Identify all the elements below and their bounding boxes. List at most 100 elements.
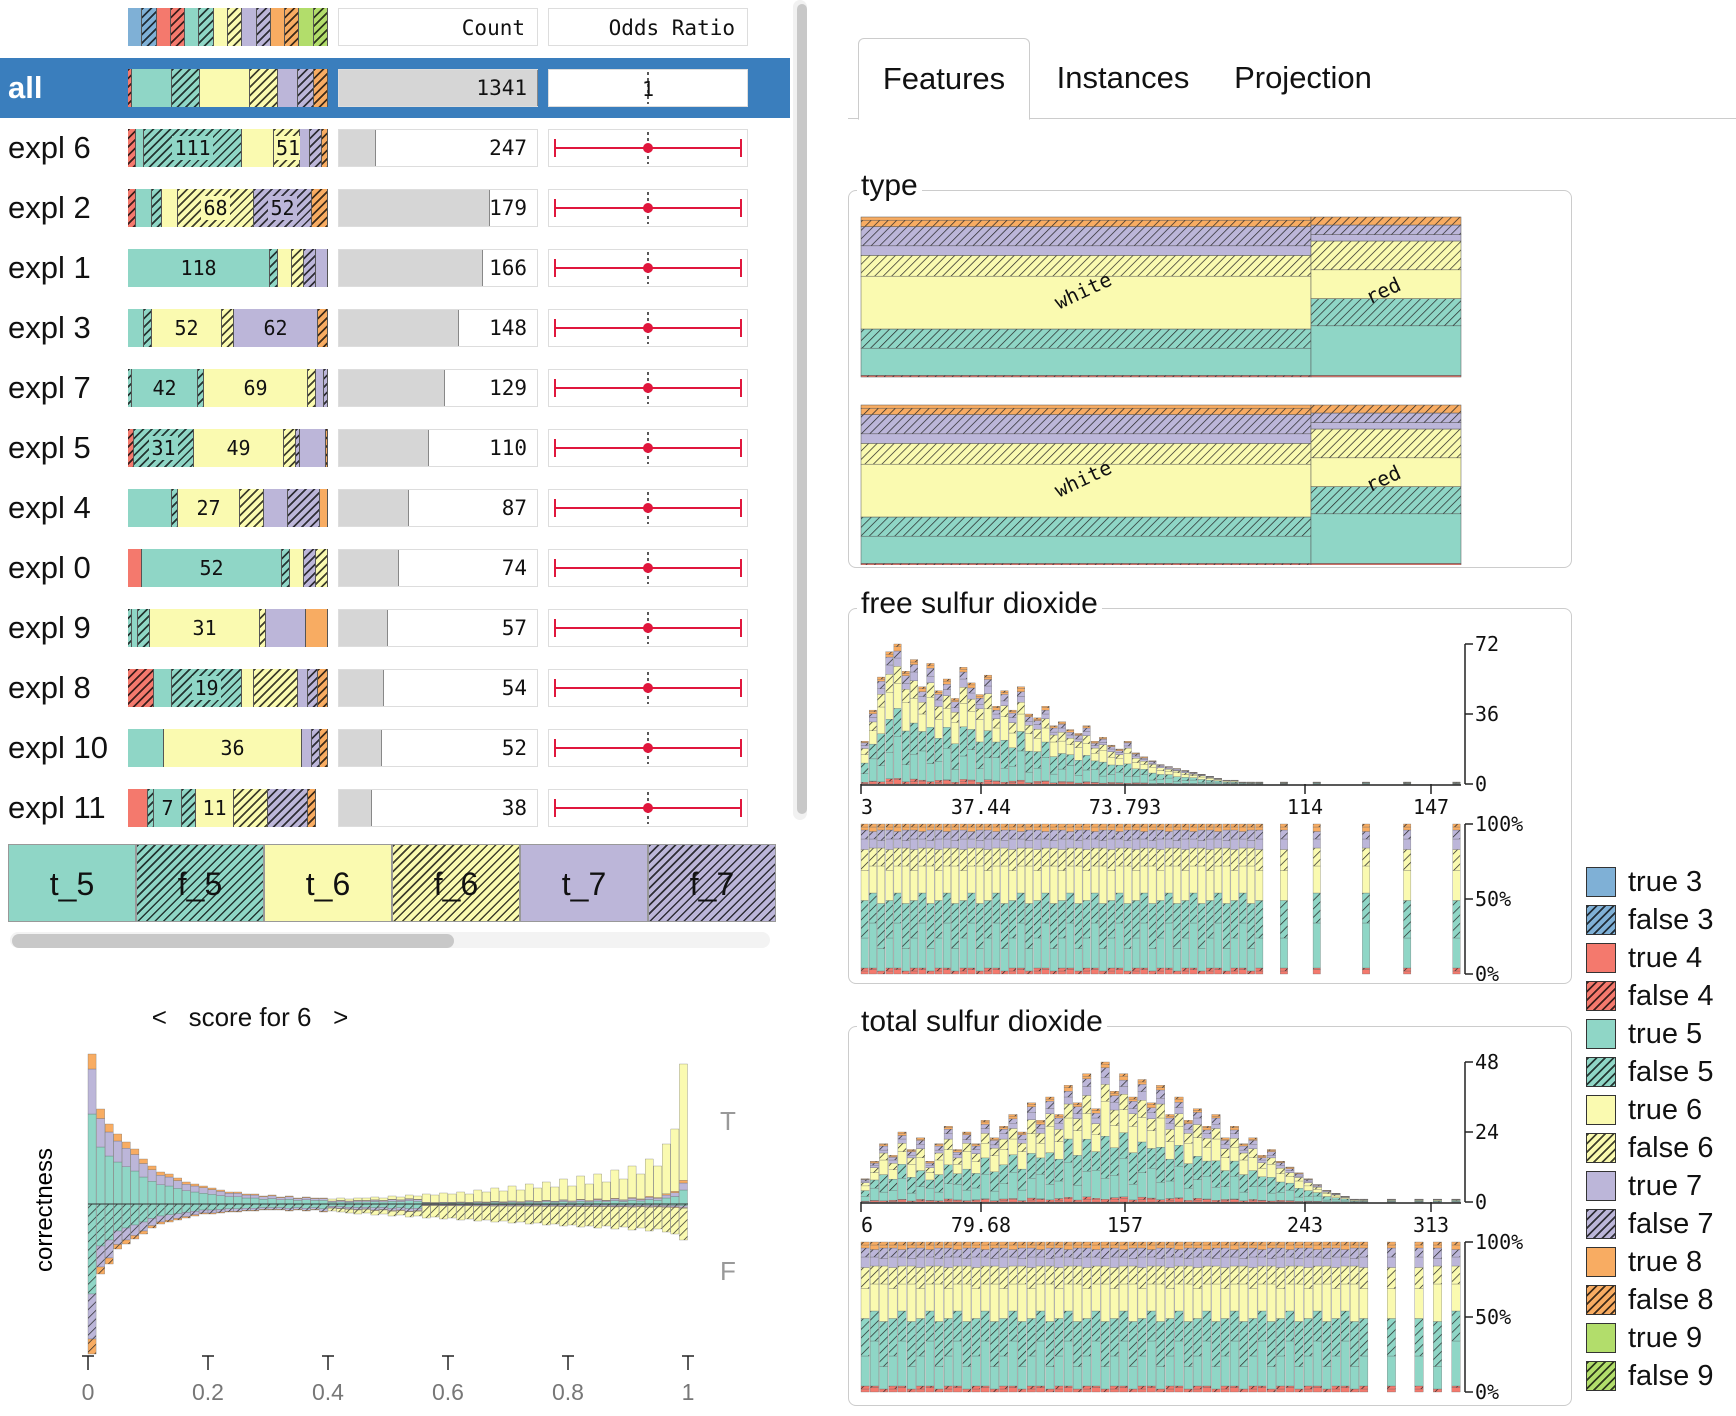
histogram-bar bbox=[1331, 1194, 1341, 1197]
class-composition-bar[interactable]: 42 69 bbox=[128, 369, 328, 407]
legend-item[interactable]: false 6 bbox=[1586, 1130, 1736, 1166]
table-row[interactable]: expl 4 27 87 bbox=[0, 481, 790, 541]
table-row[interactable]: expl 7 42 69 129 bbox=[0, 361, 790, 421]
table-row[interactable]: expl 9 31 57 bbox=[0, 601, 790, 661]
score-false-bar bbox=[96, 1266, 105, 1275]
class-composition-bar[interactable]: 52 bbox=[128, 549, 328, 587]
next-class-button[interactable]: > bbox=[333, 1002, 349, 1032]
table-row[interactable]: expl 10 36 52 bbox=[0, 721, 790, 781]
score-chart: < score for 6 > correctness T F 0 0.2 0.4 0.6 0… bbox=[0, 990, 790, 1416]
class-composition-bar[interactable]: 7 11 bbox=[128, 789, 328, 827]
percentage-bar bbox=[1110, 1385, 1119, 1390]
histogram-bar bbox=[1202, 1147, 1212, 1162]
histogram-bar bbox=[1156, 767, 1165, 771]
class-tile-f_6[interactable]: f_6 bbox=[392, 844, 520, 922]
count-header[interactable]: Count bbox=[338, 8, 538, 46]
percentage-bar bbox=[1248, 1288, 1258, 1319]
legend-item[interactable]: true 9 bbox=[1586, 1320, 1736, 1356]
percentage-bar bbox=[1220, 1288, 1230, 1319]
percentage-bar bbox=[1414, 1256, 1424, 1268]
class-composition-bar[interactable]: 31 bbox=[128, 609, 328, 647]
percentage-bar bbox=[943, 1318, 953, 1357]
table-row[interactable]: expl 3 52 62 148 bbox=[0, 301, 790, 361]
percentage-bar bbox=[1340, 1256, 1350, 1267]
legend-item[interactable]: false 3 bbox=[1586, 902, 1736, 938]
odds-point bbox=[643, 383, 653, 393]
table-row[interactable]: expl 8 19 54 bbox=[0, 661, 790, 721]
composition-segment: 36 bbox=[164, 729, 302, 767]
percentage-bar bbox=[907, 1366, 916, 1390]
percentage-bar bbox=[1452, 870, 1461, 901]
class-composition-bar[interactable]: 118 bbox=[128, 249, 328, 287]
class-composition-bar[interactable] bbox=[128, 69, 328, 107]
legend-item[interactable]: false 5 bbox=[1586, 1054, 1736, 1090]
histogram-bar bbox=[918, 691, 927, 697]
legend-item[interactable]: true 8 bbox=[1586, 1244, 1736, 1280]
legend-item[interactable]: true 7 bbox=[1586, 1168, 1736, 1204]
class-composition-bar[interactable]: 19 bbox=[128, 669, 328, 707]
legend-item[interactable]: true 3 bbox=[1586, 864, 1736, 900]
percentage-bar bbox=[1100, 1388, 1110, 1393]
legend-item[interactable]: false 4 bbox=[1586, 978, 1736, 1014]
legend-item[interactable]: true 6 bbox=[1586, 1092, 1736, 1128]
table-row[interactable]: expl 0 52 74 bbox=[0, 541, 790, 601]
table-row[interactable]: all 1341 1 bbox=[0, 58, 790, 121]
class-tile-f_5[interactable]: f_5 bbox=[136, 844, 264, 922]
table-row[interactable]: expl 5 31 49 110 bbox=[0, 421, 790, 481]
histogram-bar bbox=[934, 1159, 944, 1175]
histogram-bar bbox=[1140, 764, 1149, 770]
histogram-bar bbox=[967, 749, 976, 781]
class-tile-f_7[interactable]: f_7 bbox=[648, 844, 776, 922]
histogram-bar bbox=[1027, 1112, 1036, 1120]
table-row[interactable]: expl 1 118 166 bbox=[0, 241, 790, 301]
percentage-bar bbox=[999, 1388, 1009, 1393]
histogram-bar bbox=[1220, 1200, 1230, 1203]
prev-class-button[interactable]: < bbox=[151, 1002, 167, 1032]
tab-projection[interactable]: Projection bbox=[1234, 60, 1372, 95]
percentage-bar bbox=[1008, 870, 1017, 901]
percentage-bar bbox=[1238, 826, 1247, 832]
class-composition-bar[interactable]: 111 51 bbox=[128, 129, 328, 167]
class-composition-bar[interactable]: 36 bbox=[128, 729, 328, 767]
percentage-bar bbox=[1173, 829, 1181, 841]
histogram-bar bbox=[959, 755, 968, 780]
table-row[interactable]: expl 11 7 11 38 bbox=[0, 781, 790, 841]
count-bar bbox=[339, 250, 483, 286]
histogram-bar bbox=[901, 689, 910, 703]
class-composition-bar[interactable]: 68 52 bbox=[128, 189, 328, 227]
class-tile-t_7[interactable]: t_7 bbox=[520, 844, 648, 922]
percentage-bar bbox=[1027, 1355, 1036, 1387]
histogram-bar bbox=[1211, 1186, 1221, 1201]
odds-ratio-header[interactable]: Odds Ratio bbox=[548, 8, 748, 46]
histogram-bar bbox=[1090, 743, 1099, 746]
histogram-bar bbox=[1276, 1162, 1285, 1166]
percentage-bar bbox=[1066, 831, 1075, 840]
legend-item[interactable]: false 9 bbox=[1586, 1358, 1736, 1394]
vertical-scrollbar-thumb[interactable] bbox=[797, 4, 807, 814]
tab-instances[interactable]: Instances bbox=[1056, 60, 1190, 95]
class-tile-t_5[interactable]: t_5 bbox=[8, 844, 136, 922]
histogram-bar bbox=[1285, 1167, 1295, 1169]
class-tile-t_6[interactable]: t_6 bbox=[264, 844, 392, 922]
histogram-bar bbox=[984, 757, 992, 780]
odds-point bbox=[643, 263, 653, 273]
class-composition-bar[interactable]: 52 62 bbox=[128, 309, 328, 347]
histogram-bar bbox=[860, 741, 869, 743]
percentage-bar bbox=[910, 967, 918, 972]
legend-item[interactable]: false 8 bbox=[1586, 1282, 1736, 1318]
histogram-bar bbox=[916, 1186, 925, 1200]
percentage-bar bbox=[1082, 1318, 1092, 1357]
table-row[interactable]: expl 6 111 51 247 bbox=[0, 121, 790, 181]
type-stack-segment bbox=[1310, 269, 1462, 299]
horizontal-scrollbar-thumb[interactable] bbox=[12, 934, 454, 948]
legend-item[interactable]: false 7 bbox=[1586, 1206, 1736, 1242]
table-row[interactable]: expl 2 68 52 179 bbox=[0, 181, 790, 241]
legend-item[interactable]: true 5 bbox=[1586, 1016, 1736, 1052]
class-composition-bar[interactable]: 31 49 bbox=[128, 429, 328, 467]
score-x-tick-label: 0.4 bbox=[312, 1379, 344, 1405]
legend-item[interactable]: true 4 bbox=[1586, 940, 1736, 976]
score-true-bar bbox=[122, 1166, 131, 1205]
percentage-bar bbox=[1220, 1388, 1230, 1393]
class-composition-bar[interactable]: 27 bbox=[128, 489, 328, 527]
tab-features[interactable]: Features bbox=[858, 38, 1030, 120]
